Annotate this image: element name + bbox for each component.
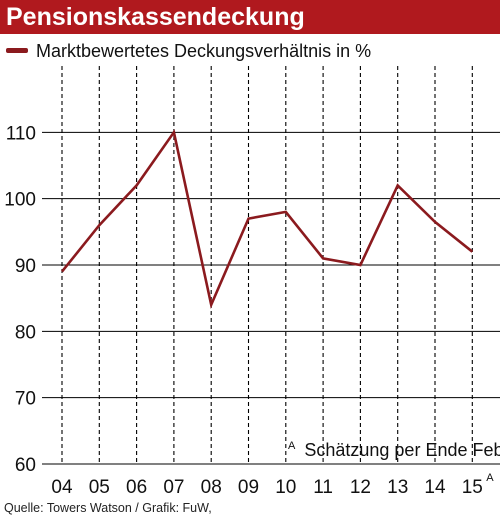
x-tick-label-08: 08 <box>201 477 222 498</box>
y-tick-label-60: 60 <box>15 455 36 476</box>
annotation-text: Schätzung per Ende Februar <box>304 440 500 460</box>
grid <box>42 66 500 464</box>
x-tick-label-10: 10 <box>275 477 296 498</box>
y-tick-label-100: 100 <box>4 190 36 211</box>
x-tick-label-13: 13 <box>387 477 408 498</box>
y-tick-label-90: 90 <box>15 256 36 277</box>
series-line-0 <box>62 132 472 304</box>
annotation-superscript: A <box>288 440 296 452</box>
x-tick-label-14: 14 <box>424 477 446 498</box>
series <box>62 132 472 304</box>
y-tick-label-80: 80 <box>15 322 36 343</box>
x-tick-label-12: 12 <box>350 477 371 498</box>
source-credit: Quelle: Towers Watson / Grafik: FuW, <box>4 500 212 516</box>
chart-plot: 60 70 80 90 100 110 04 05 06 07 08 09 10 11 12 13 14 15 A … <box>0 0 500 500</box>
x-tick-label-06: 06 <box>126 477 147 498</box>
x-tick-label-05: 05 <box>89 477 110 498</box>
x-tick-label-07: 07 <box>163 477 184 498</box>
x-tick-label-15: 15 <box>462 477 483 498</box>
x-tick-superscript: A <box>486 472 494 484</box>
x-tick-label-09: 09 <box>238 477 259 498</box>
x-tick-label-04: 04 <box>51 477 73 498</box>
annotation-note: A Schätzung per Ende Februar <box>288 433 500 460</box>
x-tick-label-11: 11 <box>313 477 333 498</box>
y-tick-label-110: 110 <box>6 123 36 144</box>
y-tick-label-70: 70 <box>15 389 36 410</box>
